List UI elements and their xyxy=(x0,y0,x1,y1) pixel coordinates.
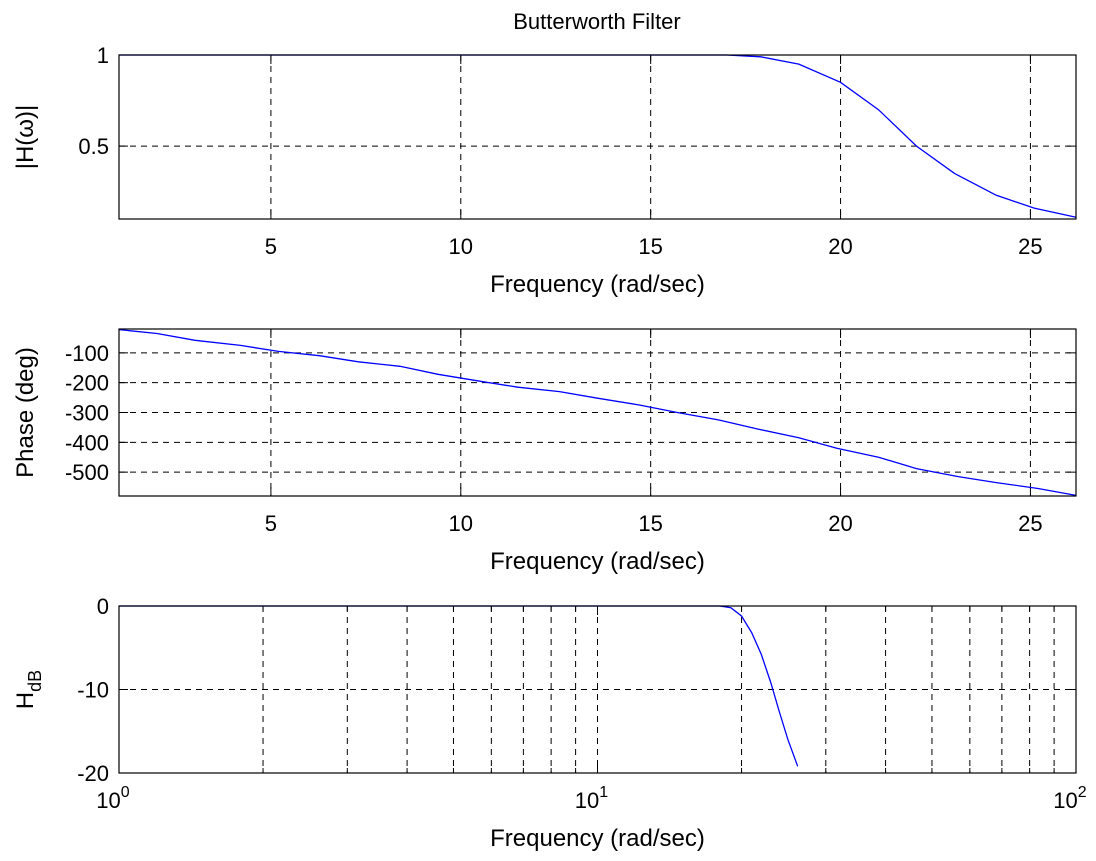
x-tick-label: 10 xyxy=(449,234,473,259)
y-tick-label: 0 xyxy=(97,594,109,619)
y-axis-label: Phase (deg) xyxy=(12,347,39,478)
y-tick-label: -200 xyxy=(65,371,109,396)
y-axis-label-text: Phase (deg) xyxy=(12,347,39,478)
plot-frame xyxy=(118,605,1077,774)
x-tick-label: 102 xyxy=(1053,784,1086,813)
chart-panel-2: 5 10 15 20 25 -500 -400 -300 -200 -100 Frequency (… xyxy=(12,328,1077,575)
x-tick-exponent: 1 xyxy=(599,784,608,801)
y-axis-label: HdB xyxy=(12,670,45,709)
x-tick-label: 15 xyxy=(638,234,662,259)
x-tick-label: 100 xyxy=(96,784,129,813)
y-axis-label-text: H xyxy=(12,692,39,709)
x-tick-base: 10 xyxy=(575,788,599,813)
x-tick-exponent: 0 xyxy=(121,784,130,801)
chart-title: Butterworth Filter xyxy=(513,9,681,34)
y-axis-label: |H(ω)| xyxy=(12,105,39,170)
x-tick-label: 101 xyxy=(575,784,608,813)
plot-frame xyxy=(118,328,1077,497)
y-tick-label: -400 xyxy=(65,430,109,455)
x-tick-label: 20 xyxy=(828,234,852,259)
y-tick-label: -500 xyxy=(65,460,109,485)
x-tick-label: 5 xyxy=(265,511,277,536)
plot-frame xyxy=(118,54,1077,220)
x-axis-label: Frequency (rad/sec) xyxy=(490,825,705,852)
plot-area xyxy=(119,55,1076,219)
y-tick-label: 0.5 xyxy=(78,134,109,159)
x-tick-exponent: 2 xyxy=(1078,784,1087,801)
y-tick-label: -10 xyxy=(77,678,109,703)
y-tick-label: -20 xyxy=(77,761,109,786)
x-tick-label: 25 xyxy=(1018,511,1042,536)
y-axis-label-subscript: dB xyxy=(25,670,45,692)
y-tick-label: 1 xyxy=(97,43,109,68)
x-tick-label: 25 xyxy=(1018,234,1042,259)
x-tick-label: 20 xyxy=(828,511,852,536)
x-tick-label: 15 xyxy=(638,511,662,536)
x-tick-base: 10 xyxy=(1053,788,1077,813)
x-tick-label: 5 xyxy=(265,234,277,259)
y-tick-label: -100 xyxy=(65,341,109,366)
x-axis-label: Frequency (rad/sec) xyxy=(490,271,705,298)
x-axis-label: Frequency (rad/sec) xyxy=(490,548,705,575)
series-line xyxy=(118,328,1077,497)
x-tick-base: 10 xyxy=(96,788,120,813)
x-tick-label: 10 xyxy=(449,511,473,536)
y-axis-label-text: |H(ω)| xyxy=(12,105,39,170)
y-tick-label: -300 xyxy=(65,401,109,426)
chart-panel-1: 5 10 15 20 25 0.5 1 Frequency (rad/sec) |H(ω)| xyxy=(12,43,1077,298)
